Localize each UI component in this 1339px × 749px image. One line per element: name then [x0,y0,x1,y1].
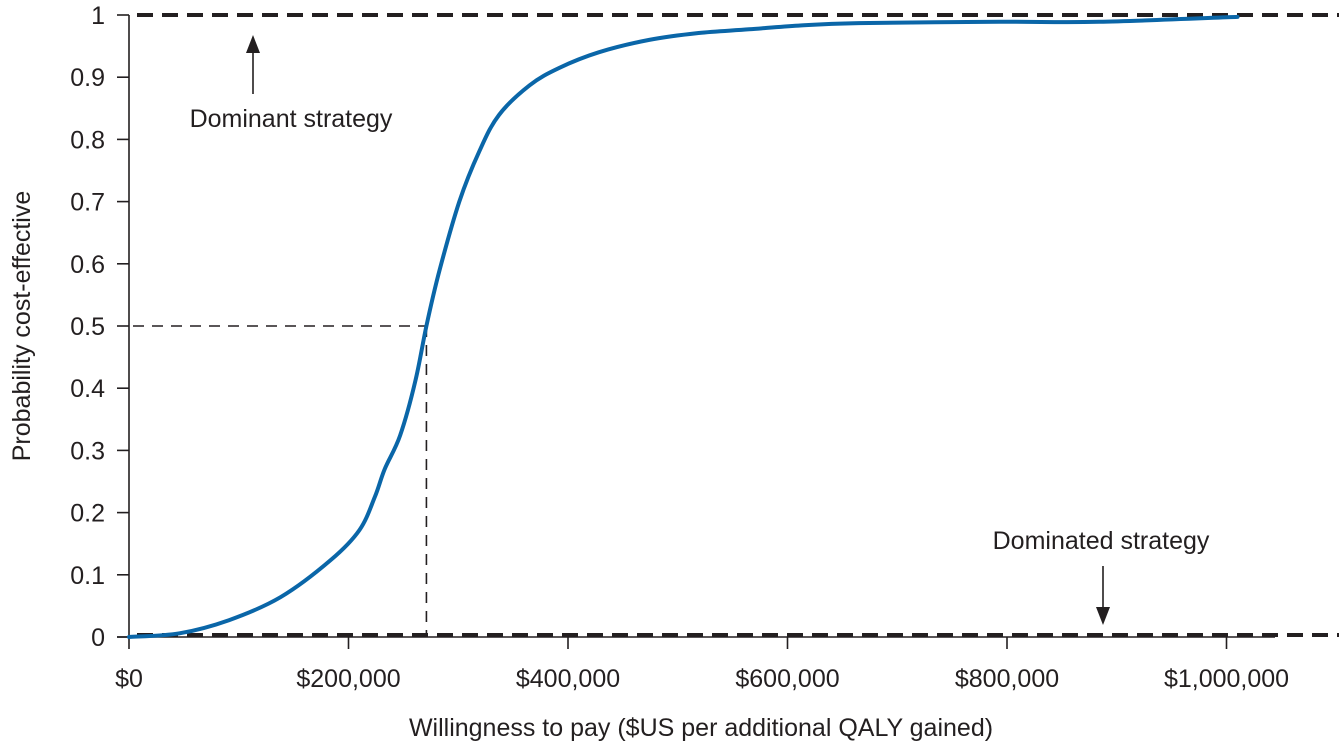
up-arrowhead-icon [246,35,260,53]
x-axis-ticks: $0 $200,000 $400,000 $600,000 $800,000 $1,000… [115,637,1289,693]
x-tick-label: $1,000,000 [1164,665,1289,693]
dominated-annotation: Dominated strategy [993,527,1210,625]
y-tick-label: 0 [91,624,105,652]
x-tick-label: $400,000 [516,665,620,693]
y-tick-label: 0.9 [70,64,105,92]
y-tick-label: 0.7 [70,189,105,217]
x-tick-label: $0 [115,665,143,693]
y-tick-label: 0.1 [70,562,105,590]
dominant-annotation: Dominant strategy [190,35,393,133]
y-tick-label: 0.5 [70,313,105,341]
y-tick-label: 0.3 [70,437,105,465]
y-tick-label: 1 [91,2,105,30]
x-tick-label: $600,000 [735,665,839,693]
ceac-curve [127,14,1240,639]
y-axis-title: Probability cost-effective [8,191,36,462]
dominant-strategy-label: Dominant strategy [190,105,393,133]
y-tick-label: 0.4 [70,375,105,403]
x-tick-label: $200,000 [296,665,400,693]
x-axis-title: Willingness to pay ($US per additional Q… [409,714,993,742]
dominated-strategy-label: Dominated strategy [993,527,1210,555]
y-tick-label: 0.8 [70,126,105,154]
x-tick-label: $800,000 [955,665,1059,693]
y-axis-ticks: 0 0.1 0.2 0.3 0.4 0.5 0.6 0.7 0.8 0.9 1 [70,2,129,652]
y-tick-label: 0.6 [70,251,105,279]
y-tick-label: 0.2 [70,500,105,528]
down-arrowhead-icon [1096,607,1110,625]
